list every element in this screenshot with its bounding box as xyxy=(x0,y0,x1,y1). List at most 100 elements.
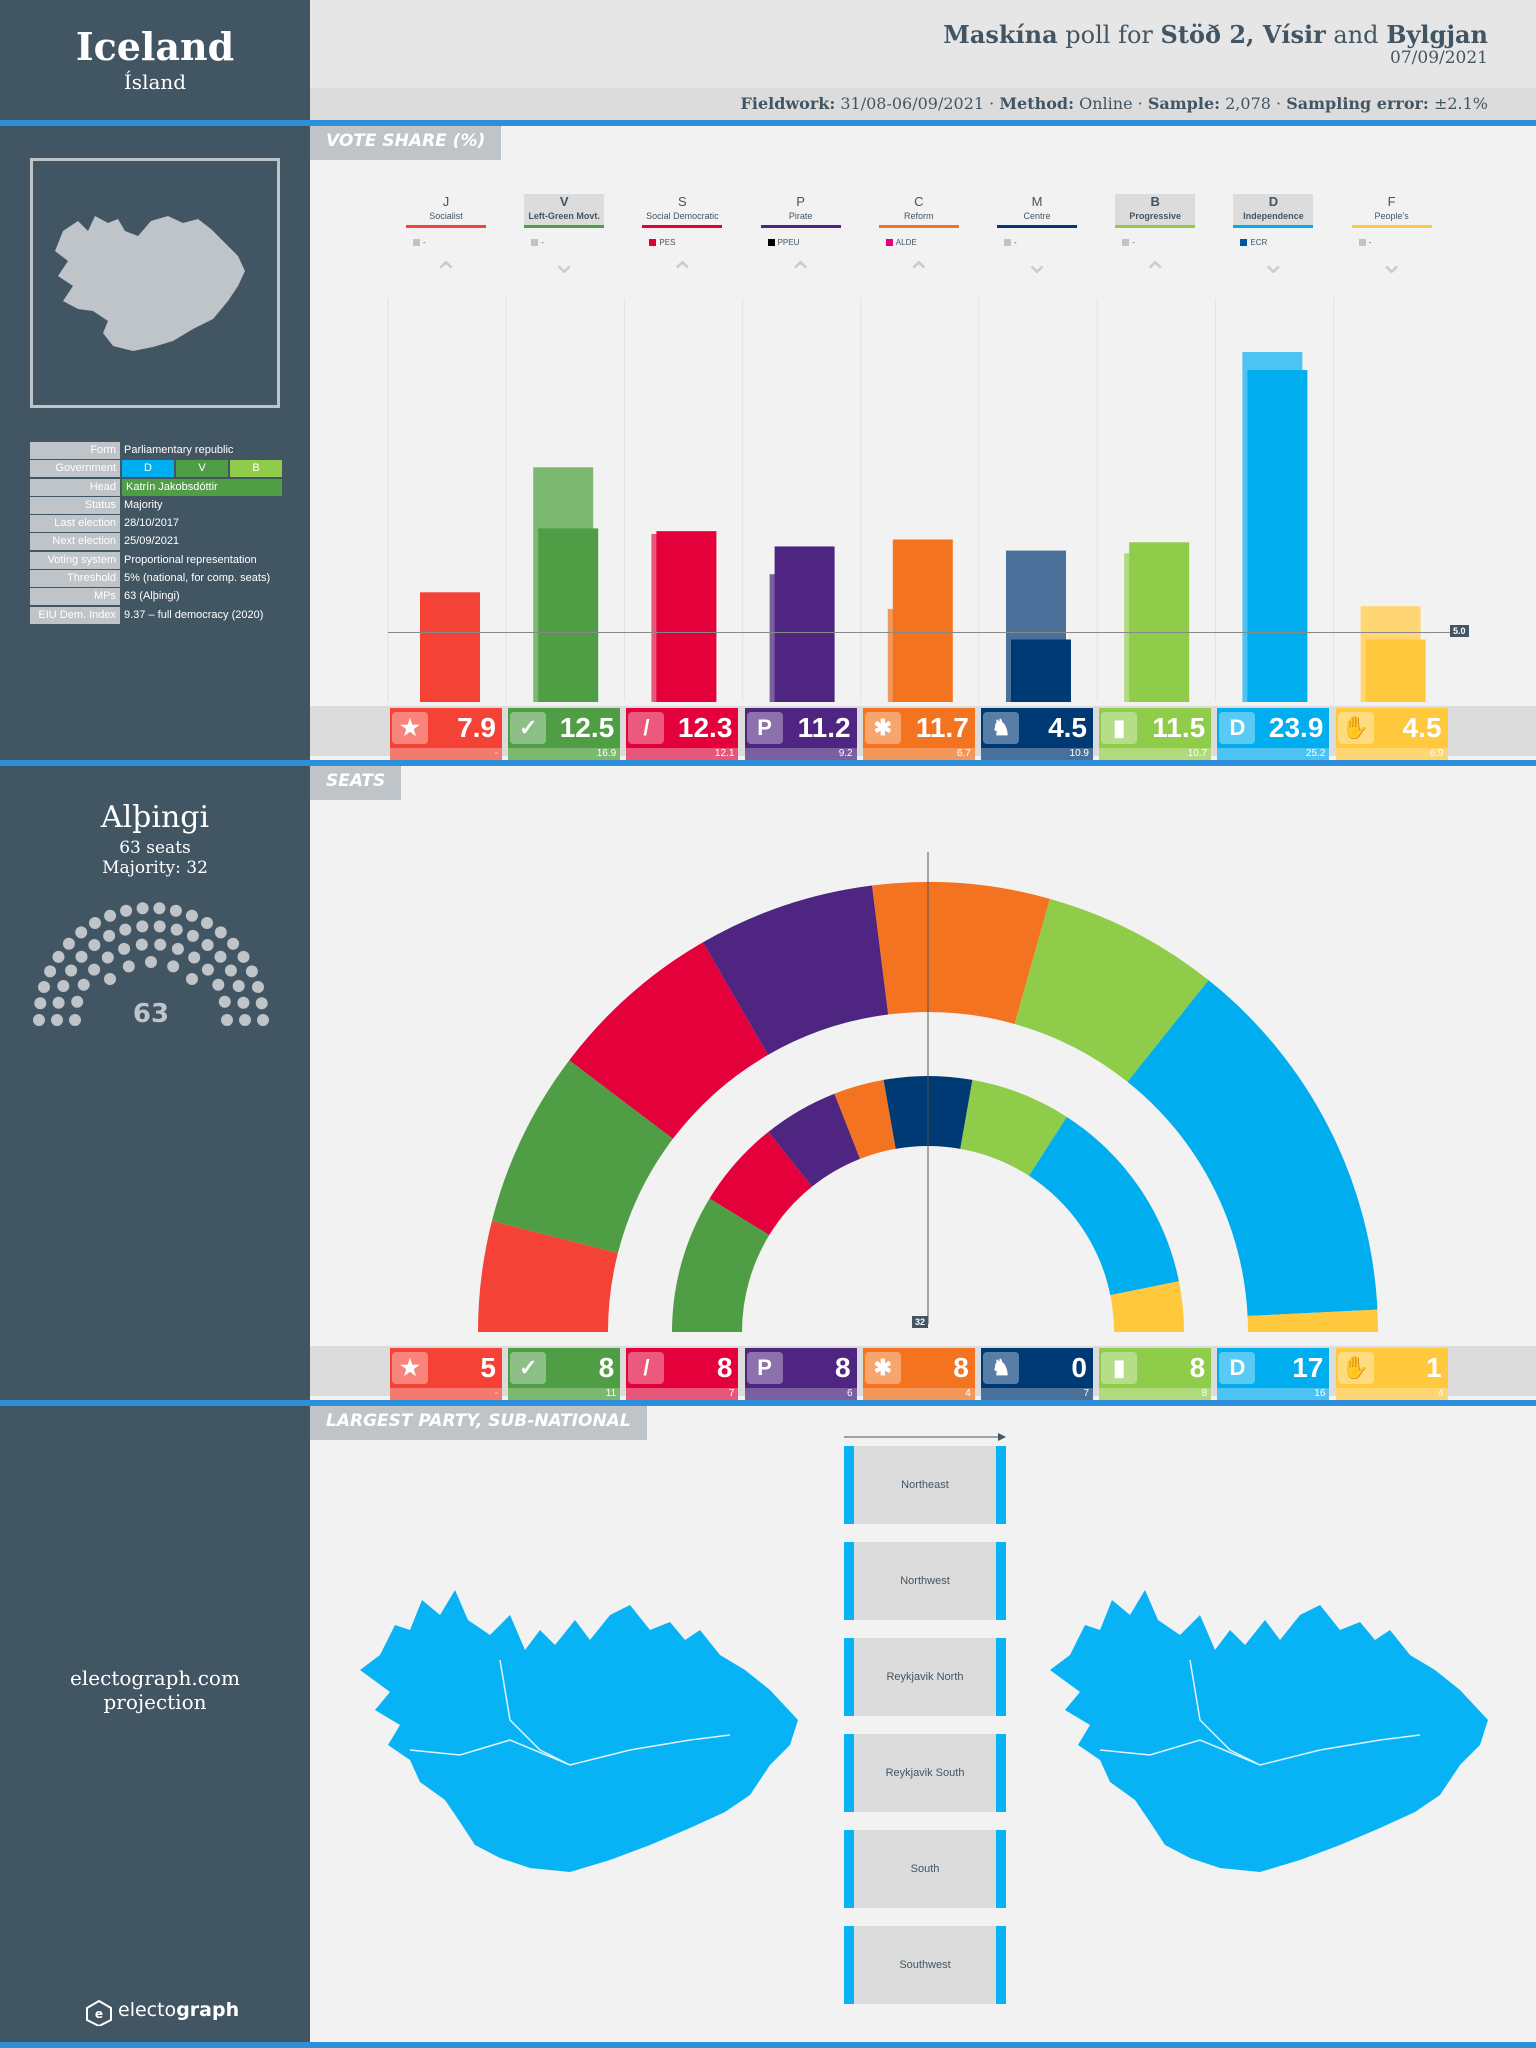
party-eu-group: - xyxy=(413,238,426,247)
vote-result-box-s: / 12.3 12.1 xyxy=(626,708,739,760)
seat-arc-current-s xyxy=(569,942,768,1139)
info-value: 28/10/2017 xyxy=(124,517,180,530)
seat-result-box-top: ✱ 8 xyxy=(862,1348,975,1388)
seat-result-box-top: D 17 xyxy=(1217,1348,1330,1388)
party-logo-icon: ▮ xyxy=(1101,712,1138,744)
seat-dot xyxy=(89,917,101,929)
seat-dot xyxy=(169,904,182,917)
seat-dot xyxy=(136,920,149,933)
vote-result-box-top: / 12.3 xyxy=(626,708,739,748)
section-tag-largest-party: LARGEST PARTY, SUB-NATIONAL xyxy=(310,1406,647,1440)
vote-result-value: 7.9 xyxy=(457,712,496,743)
parliament-total-label: 63 xyxy=(133,999,169,1029)
party-name: People's xyxy=(1374,211,1409,221)
party-header-d: D Independence xyxy=(1233,194,1314,228)
party-abbr: M xyxy=(1031,194,1043,209)
info-row: Threshold 5% (national, for comp. seats) xyxy=(30,570,282,588)
vote-result-box-top: ▮ 11.5 xyxy=(1099,708,1212,748)
pollster: Maskína xyxy=(943,20,1058,49)
party-name: Progressive xyxy=(1129,211,1181,221)
brand-part-1: electo xyxy=(118,1999,177,2021)
party-logo-icon: ♞ xyxy=(983,712,1019,744)
vote-result-box-top: ♞ 4.5 xyxy=(981,708,1093,748)
party-logo-icon: ✱ xyxy=(864,1352,901,1384)
divider-line xyxy=(0,2042,1536,2048)
seat-result-box-bottom: 7 xyxy=(981,1388,1093,1400)
iceland-map-right-icon xyxy=(1050,1590,1488,1872)
party-color-line xyxy=(1233,225,1314,228)
country-map-frame xyxy=(30,158,280,408)
bar-d xyxy=(1247,370,1308,702)
parliament-hemicycle-icon: 63 xyxy=(33,902,269,1029)
seat-dot xyxy=(252,981,264,993)
vote-result-box-p: P 11.2 9.2 xyxy=(744,708,857,760)
info-key: Threshold xyxy=(30,570,120,588)
info-row: Status Majority xyxy=(30,496,282,514)
info-key: Form xyxy=(30,442,120,459)
seat-result-previous: 4 xyxy=(965,1388,971,1399)
region-reykjavik-north: Reykjavik North xyxy=(844,1638,1006,1716)
seat-result-box-bottom: 6 xyxy=(744,1388,857,1400)
seat-result-value: 8 xyxy=(1189,1352,1206,1383)
info-value: 5% (national, for comp. seats) xyxy=(124,572,271,585)
eu-swatch-icon xyxy=(1358,239,1366,246)
party-logo-icon: ✋ xyxy=(1337,712,1374,744)
party-header-m: M Centre xyxy=(997,194,1077,228)
vote-result-box-bottom: 6.7 xyxy=(862,748,975,760)
header-subband xyxy=(310,88,1536,124)
vote-result-previous: 25.2 xyxy=(1305,748,1326,759)
fieldwork-value: 31/08-06/09/2021 xyxy=(840,94,985,113)
info-value: 63 (Alþingi) xyxy=(124,590,180,603)
eu-swatch-icon xyxy=(1122,239,1130,246)
seat-result-previous: 7 xyxy=(728,1388,735,1399)
trend-up-icon: ⌃ xyxy=(788,256,814,291)
info-key: Voting system xyxy=(30,551,120,569)
party-name: Socialist xyxy=(429,211,463,221)
info-key: Next election xyxy=(30,533,120,551)
vote-result-box-f: ✋ 4.5 6.9 xyxy=(1335,708,1448,760)
party-name: Reform xyxy=(904,211,934,221)
divider-line xyxy=(0,760,1536,766)
bar-f xyxy=(1365,639,1426,702)
seat-dot xyxy=(232,980,245,992)
seat-result-box-top: ✋ 1 xyxy=(1335,1348,1448,1388)
error-label: Sampling error: xyxy=(1286,94,1429,113)
vote-result-box-bottom: 10.7 xyxy=(1099,748,1212,760)
bar-s xyxy=(656,531,717,702)
party-header-b: B Progressive xyxy=(1115,194,1196,228)
seat-dot xyxy=(69,1014,81,1026)
seat-dot xyxy=(103,929,116,942)
seat-dot xyxy=(38,981,50,993)
majority-label: 32 xyxy=(912,1316,929,1328)
seat-dot xyxy=(120,904,133,917)
government-parties: D V B xyxy=(120,460,282,478)
eu-swatch-icon xyxy=(1240,239,1248,246)
seat-arc-previous-b xyxy=(960,1079,1067,1176)
seat-dot xyxy=(51,1014,63,1026)
country-local-name: Ísland xyxy=(123,70,187,94)
seat-dot xyxy=(135,938,148,951)
bar-j xyxy=(420,592,480,702)
party-header-v: V Left-Green Movt. xyxy=(524,194,605,228)
vote-result-box-top: ✱ 11.7 xyxy=(862,708,975,748)
method-label: Method: xyxy=(999,94,1075,113)
party-eu-group: ECR xyxy=(1240,238,1267,247)
parliament-seats: 63 seats xyxy=(119,838,191,858)
seat-result-value: 1 xyxy=(1426,1352,1442,1383)
seat-result-box-b: ▮ 8 8 xyxy=(1099,1348,1212,1400)
seat-result-box-j: ★ 5- xyxy=(390,1348,502,1400)
info-row-government: Government D V B xyxy=(30,460,282,478)
vote-result-previous: 16.9 xyxy=(596,748,617,759)
seat-result-box-f: ✋ 1 4 xyxy=(1335,1348,1448,1400)
vote-result-box-v: ✓ 12.5 16.9 xyxy=(508,708,621,760)
error-value: ±2.1% xyxy=(1433,94,1488,113)
info-value: 25/09/2021 xyxy=(124,535,180,548)
vote-result-box-bottom: 25.2 xyxy=(1217,748,1330,760)
party-logo-icon: ▮ xyxy=(1101,1352,1138,1384)
vote-result-previous: 9.2 xyxy=(838,748,853,759)
party-name: Left-Green Movt. xyxy=(528,211,600,221)
bar-v xyxy=(538,528,599,702)
poll-clients: Stöð 2, Vísir xyxy=(1160,20,1326,49)
seat-dot xyxy=(245,965,258,978)
